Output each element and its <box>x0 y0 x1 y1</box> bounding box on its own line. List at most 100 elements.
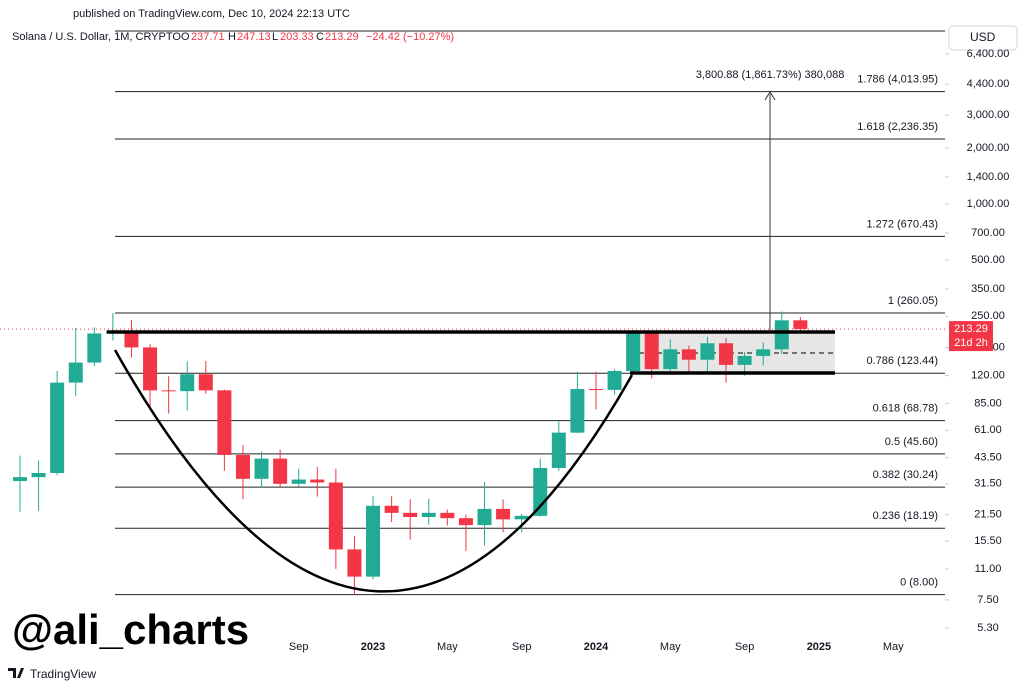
x-tick-label: Sep <box>735 641 755 653</box>
fib-label: 1.272 (670.43) <box>866 218 938 230</box>
h-label: H <box>228 31 236 43</box>
fib-label: 0.786 (123.44) <box>866 355 938 367</box>
watermark: @ali_charts <box>12 606 249 653</box>
candle-body <box>663 349 678 370</box>
y-tick-label: 11.00 <box>975 563 1002 575</box>
fib-label: 0.382 (30.24) <box>873 469 938 481</box>
y-tick-label: 350.00 <box>971 283 1005 295</box>
brand-logo <box>8 668 24 678</box>
candle-body <box>328 482 343 550</box>
high: 247.13 <box>237 31 271 43</box>
y-tick-label: 21.50 <box>974 509 1002 521</box>
candle-body <box>756 349 771 356</box>
fib-label: 1 (260.05) <box>888 295 938 307</box>
low: 203.33 <box>280 31 314 43</box>
candle-body <box>440 512 455 519</box>
x-tick-label: May <box>883 641 904 653</box>
candle-body <box>551 432 566 468</box>
published: published on TradingView.com, Dec 10, 20… <box>73 8 350 20</box>
change: −24.42 (−10.27%) <box>366 31 454 43</box>
candle-body <box>588 389 603 391</box>
c-label: C <box>316 31 324 43</box>
brand: TradingView <box>30 667 96 681</box>
fib-label: 1.786 (4,013.95) <box>857 74 938 86</box>
candle-body <box>143 347 158 391</box>
candle-body <box>180 374 195 392</box>
y-tick-label: 1,000.00 <box>967 198 1010 210</box>
countdown: 21d 2h <box>954 337 988 349</box>
candle-body <box>514 515 529 520</box>
y-tick-label: 85.00 <box>974 397 1002 409</box>
y-tick-label: 700.00 <box>971 227 1005 239</box>
y-tick-label: 5.30 <box>977 622 998 634</box>
candle-body <box>384 505 399 513</box>
candle-body <box>347 549 362 577</box>
candle-body <box>607 371 622 390</box>
y-tick-label: 3,000.00 <box>967 109 1010 121</box>
x-tick-label: May <box>437 641 458 653</box>
y-tick-label: 120.00 <box>971 370 1005 382</box>
candle-body <box>161 390 176 392</box>
x-tick-label: Sep <box>289 641 309 653</box>
o-label: O <box>181 31 190 43</box>
candle-body <box>50 382 65 473</box>
annotation: 3,800.88 (1,861.73%) 380,088 <box>696 69 845 81</box>
symbol: Solana / U.S. Dollar, 1M, CRYPTO <box>12 31 181 43</box>
candle-body <box>310 479 325 483</box>
x-tick-label: 2025 <box>807 641 831 653</box>
close: 213.29 <box>325 31 359 43</box>
currency-button[interactable] <box>948 25 1018 51</box>
candle-body <box>626 333 641 372</box>
fib-label: 0 (8.00) <box>900 577 938 589</box>
candle-body <box>477 508 492 526</box>
y-tick-label: 43.50 <box>974 452 1002 464</box>
cup <box>113 349 634 593</box>
candle-body <box>31 472 46 478</box>
candle-body <box>273 458 288 484</box>
candle-body <box>458 518 473 526</box>
candle-body <box>291 479 306 484</box>
y-tick-label: 4,400.00 <box>967 78 1010 90</box>
candle-body <box>737 355 752 365</box>
arrow-head <box>764 91 776 101</box>
candle-body <box>366 505 381 577</box>
candle-body <box>87 333 102 363</box>
candle-body <box>681 349 696 360</box>
fib-label: 0.236 (18.19) <box>873 510 938 522</box>
fib-label: 1.618 (2,236.35) <box>857 121 938 133</box>
y-tick-label: 61.00 <box>974 424 1002 436</box>
candle-body <box>235 454 250 479</box>
candle-body <box>217 390 232 455</box>
currency[interactable]: USD <box>970 30 996 44</box>
candle-body <box>774 320 789 350</box>
candle-body <box>68 362 83 383</box>
candle-body <box>13 477 27 482</box>
x-tick-label: Sep <box>512 641 532 653</box>
candle-body <box>198 374 213 391</box>
x-tick-label: 2024 <box>584 641 609 653</box>
y-tick-label: 2,000.00 <box>967 142 1010 154</box>
last-price-box <box>949 321 993 352</box>
y-tick-label: 6,400.00 <box>967 48 1010 60</box>
candle-body <box>570 389 585 433</box>
last-price-label: 213.29 <box>954 323 988 335</box>
l-label: L <box>272 31 278 43</box>
x-tick-label: 2023 <box>361 641 385 653</box>
candle-body <box>644 333 659 370</box>
candle-body <box>533 467 548 516</box>
candle-body <box>124 330 139 348</box>
y-tick-label: 1,400.00 <box>967 171 1010 183</box>
candle-body <box>700 343 715 360</box>
symbol-line: Solana / U.S. Dollar, 1M, CRYPTO O 237.7… <box>12 31 454 43</box>
fib-label: 0.618 (68.78) <box>873 403 938 415</box>
candle-body <box>496 508 511 520</box>
y-tick-label: 500.00 <box>971 254 1005 266</box>
fib-label: 0.5 (45.60) <box>885 436 938 448</box>
candle-body <box>719 343 734 365</box>
y-tick-label: 250.00 <box>971 310 1005 322</box>
open: 237.71 <box>191 31 225 43</box>
candle-body <box>254 458 269 479</box>
x-tick-label: May <box>660 641 681 653</box>
